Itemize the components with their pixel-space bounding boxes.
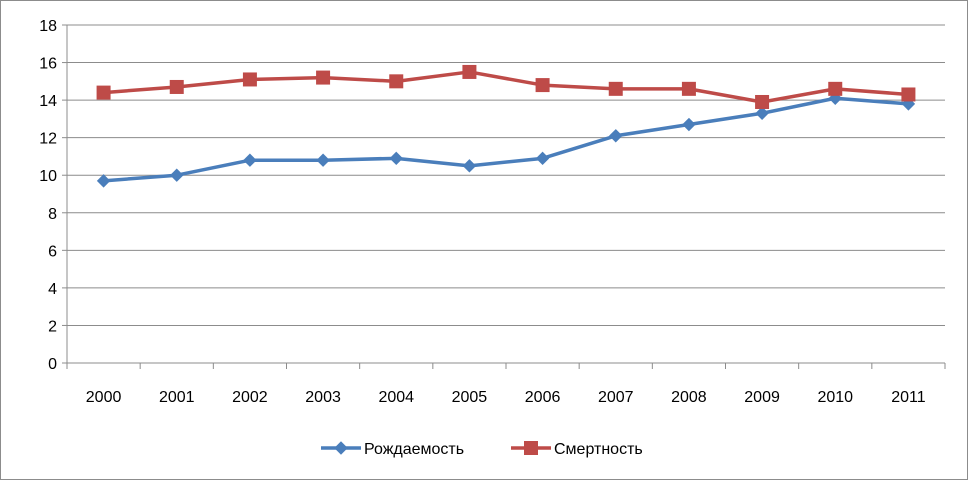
birth-rate-point <box>316 153 330 167</box>
x-tick-label: 2003 <box>305 389 341 406</box>
x-tick-label: 2011 <box>891 389 926 406</box>
x-tick-label: 2005 <box>452 389 488 406</box>
death-rate-point <box>901 87 916 102</box>
birth-rate-point <box>535 151 550 166</box>
death-rate-point <box>828 81 843 96</box>
birth-rate-point <box>243 153 257 167</box>
x-tick-label: 2000 <box>86 389 122 406</box>
axes <box>62 24 946 369</box>
death-rate-point <box>242 72 257 87</box>
x-tick-label: 2002 <box>232 389 268 406</box>
y-tick-label: 8 <box>48 206 57 223</box>
birth-rate-line <box>103 96 909 183</box>
x-tick-label: 2001 <box>159 389 195 406</box>
series <box>96 64 916 188</box>
death-rate-series <box>96 64 916 109</box>
y-tick-label: 14 <box>39 93 57 110</box>
death-rate-point <box>316 70 331 85</box>
legend-item-birth-rate: Рождаемость <box>321 441 464 458</box>
birth-rate-point <box>389 151 403 166</box>
death-rate-point <box>535 78 550 93</box>
y-tick-label: 6 <box>48 243 57 260</box>
y-tick-labels: 0 2 4 6 8 10 12 14 16 18 <box>39 18 57 373</box>
x-tick-label: 2008 <box>671 389 707 406</box>
y-tick-label: 18 <box>39 18 57 35</box>
death-rate-point <box>462 64 477 79</box>
birth-rate-point <box>755 106 769 120</box>
death-rate-point <box>755 94 770 109</box>
legend-label: Рождаемость <box>364 441 464 458</box>
death-rate-point <box>681 81 696 96</box>
birth-rate-point <box>96 174 111 188</box>
birth-rate-point <box>609 129 623 143</box>
death-rate-point <box>169 79 184 94</box>
birth-rate-point <box>462 159 477 173</box>
death-rate-point <box>608 81 623 96</box>
death-rate-point <box>389 74 404 89</box>
birth-rate-series <box>96 91 916 188</box>
legend: Рождаемость Смертность <box>321 441 643 458</box>
death-rate-point <box>96 85 111 100</box>
x-tick-label: 2010 <box>817 389 853 406</box>
legend-item-death-rate: Смертность <box>511 441 643 458</box>
legend-label: Смертность <box>554 441 643 458</box>
legend-swatch-point <box>524 441 538 455</box>
y-tick-label: 10 <box>39 168 57 185</box>
gridlines <box>67 24 945 326</box>
birth-rate-point <box>170 168 184 182</box>
y-tick-label: 12 <box>39 131 57 148</box>
x-tick-label: 2009 <box>744 389 780 406</box>
legend-swatch-point <box>334 441 348 455</box>
death-rate-line <box>103 70 909 104</box>
y-tick-label: 0 <box>48 356 57 373</box>
birth-rate-point <box>682 117 696 132</box>
x-tick-label: 2004 <box>378 389 414 406</box>
y-tick-label: 4 <box>48 281 57 298</box>
y-tick-label: 16 <box>39 56 57 73</box>
x-tick-label: 2006 <box>525 389 561 406</box>
y-tick-label: 2 <box>48 318 57 335</box>
x-tick-label: 2007 <box>598 389 634 406</box>
x-tick-labels: 2000 2001 2002 2003 2004 2005 2006 2007 2008 2009… <box>86 389 926 406</box>
